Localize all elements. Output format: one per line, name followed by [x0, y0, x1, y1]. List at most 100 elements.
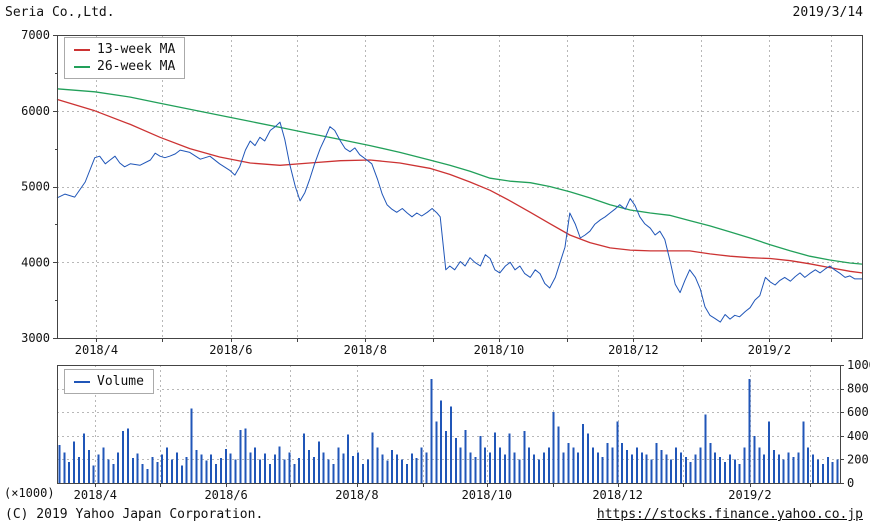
legend-item-ma13: 13-week MA	[74, 41, 175, 58]
volume-bar	[665, 454, 668, 483]
volume-bar	[684, 457, 687, 483]
y-axis-label: 6000	[21, 104, 50, 118]
plot-border	[57, 365, 841, 484]
volume-bar	[278, 446, 281, 483]
volume-bar	[494, 432, 496, 483]
x-axis-label: 2019/2	[748, 343, 791, 357]
x-axis-label: 2018/6	[209, 343, 252, 357]
volume-bar	[733, 459, 736, 483]
volume-bar	[675, 447, 678, 483]
volume-bar	[680, 452, 682, 483]
plot-border	[57, 35, 863, 339]
volume-bar	[190, 408, 193, 483]
volume-bar	[58, 445, 61, 483]
x-axis-label: 2018/12	[608, 343, 659, 357]
volume-bar	[802, 421, 805, 483]
volume-bar	[758, 447, 761, 483]
ma26-line-swatch	[74, 65, 90, 68]
volume-bar	[396, 454, 399, 483]
volume-bar	[587, 433, 589, 483]
series-ma13	[56, 98, 863, 274]
volume-bar	[337, 447, 340, 483]
volume-bar	[361, 464, 364, 483]
volume-bar	[131, 458, 134, 483]
volume-line-swatch	[74, 380, 90, 383]
volume-bar	[454, 438, 457, 483]
volume-bar	[195, 450, 198, 483]
volume-bar	[719, 457, 722, 483]
volume-bar	[415, 458, 418, 483]
volume-bar	[523, 431, 526, 483]
volume-bar	[503, 454, 506, 483]
volume-bar	[772, 450, 775, 483]
volume-bar	[777, 454, 780, 483]
volume-bar	[82, 433, 85, 483]
volume-bar	[117, 452, 120, 483]
ma13-line-swatch	[74, 48, 90, 51]
volume-bar	[259, 459, 262, 483]
volume-bar	[660, 450, 663, 483]
volume-unit-label: (×1000)	[4, 486, 55, 500]
volume-bar	[508, 433, 511, 483]
volume-bar	[562, 452, 565, 483]
volume-bar	[102, 447, 105, 483]
volume-bar	[92, 465, 95, 483]
volume-bar	[533, 454, 536, 483]
volume-bar	[224, 448, 227, 483]
volume-bar	[440, 400, 443, 483]
series-price	[56, 121, 862, 323]
x-axis-label: 2018/6	[204, 488, 247, 502]
volume-bar	[210, 454, 213, 483]
volume-bar	[650, 459, 653, 483]
volume-bar	[332, 464, 335, 483]
legend-label-ma26: 26-week MA	[97, 59, 176, 74]
volume-bar	[611, 447, 614, 483]
volume-bar	[357, 452, 359, 483]
volume-bar	[631, 454, 633, 483]
volume-bar	[73, 441, 76, 483]
volume-bar	[156, 461, 159, 483]
volume-bar	[449, 406, 452, 483]
volume-bar	[303, 433, 306, 483]
volume-bar	[151, 457, 154, 483]
volume-bar	[219, 458, 222, 483]
volume-bar	[557, 426, 560, 483]
y-axis-label: 4000	[21, 255, 50, 269]
x-axis-label: 2018/10	[474, 343, 525, 357]
volume-bar	[714, 452, 717, 483]
volume-bar	[107, 459, 110, 483]
volume-bar	[430, 379, 433, 483]
volume-bar	[185, 457, 188, 483]
volume-bar	[298, 458, 301, 483]
legend-label-volume: Volume	[97, 374, 144, 389]
volume-bar	[229, 453, 232, 483]
volume-bar	[166, 447, 169, 483]
volume-bar	[621, 442, 624, 483]
volume-bar	[112, 464, 115, 483]
chart-footer: (C) 2019 Yahoo Japan Corporation. https:…	[5, 507, 863, 522]
volume-bar	[401, 459, 403, 483]
x-axis-label: 2018/8	[344, 343, 387, 357]
volume-bar	[645, 454, 648, 483]
volume-bar	[552, 412, 555, 483]
copyright-text: (C) 2019 Yahoo Japan Corporation.	[5, 507, 264, 522]
footer-url-link[interactable]: https://stocks.finance.yahoo.co.jp	[596, 507, 863, 522]
volume-bar	[264, 453, 266, 483]
y-axis-label: 1000	[847, 358, 870, 372]
stock-title: Seria Co.,Ltd.	[5, 5, 115, 20]
volume-bar	[327, 459, 330, 483]
volume-bar	[626, 450, 629, 483]
volume-bar	[577, 452, 580, 483]
chart-date: 2019/3/14	[792, 5, 863, 20]
volume-bar	[782, 459, 785, 483]
volume-bar	[831, 461, 834, 483]
y-axis-label: 0	[847, 476, 854, 490]
volume-bar	[136, 453, 139, 483]
volume-bar	[352, 455, 355, 483]
volume-bar	[694, 454, 697, 483]
y-axis-label: 3000	[21, 331, 50, 345]
x-axis-label: 2019/2	[728, 488, 771, 502]
volume-bar	[371, 432, 374, 483]
price-legend: 13-week MA 26-week MA	[64, 37, 186, 79]
volume-bar	[826, 457, 829, 483]
